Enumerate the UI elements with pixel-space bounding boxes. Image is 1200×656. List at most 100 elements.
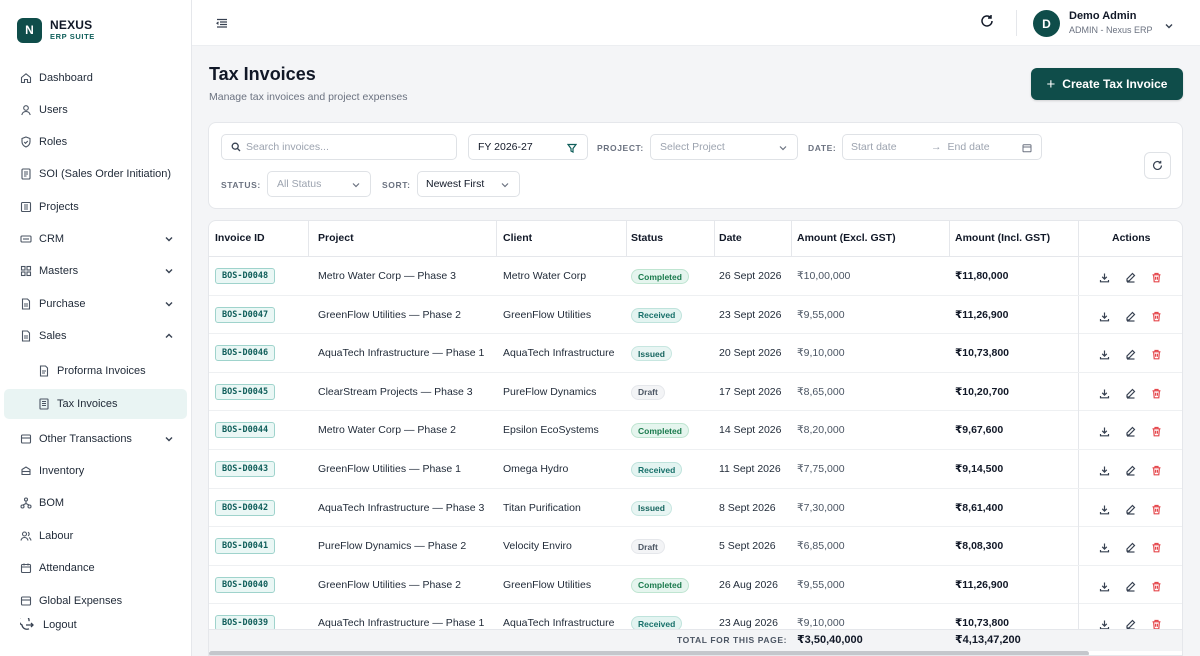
edit-icon[interactable] (1125, 540, 1136, 553)
sidebar-item-soi[interactable]: SOI (Sales Order Initiation) (0, 160, 191, 188)
sidebar-item-roles[interactable]: Roles (0, 128, 191, 156)
table-row[interactable]: BOS-D0047 GreenFlow Utilities — Phase 2 Gr… (209, 295, 1182, 335)
table-row[interactable]: BOS-D0039 AquaTech Infrastructure — Phase… (209, 604, 1182, 643)
horizontal-scrollbar[interactable] (209, 651, 1089, 655)
column-header[interactable]: Status (631, 232, 664, 244)
invoice-id-chip[interactable]: BOS-D0045 (215, 383, 276, 400)
start-date-placeholder[interactable]: Start date (851, 141, 897, 153)
edit-icon[interactable] (1125, 617, 1136, 630)
reset-filters-button[interactable] (1144, 152, 1171, 179)
create-tax-invoice-button[interactable]: + Create Tax Invoice (1031, 68, 1183, 100)
sidebar-item-bom[interactable]: BOM (0, 489, 191, 517)
sidebar-item-projects[interactable]: Projects (0, 193, 191, 221)
fiscal-year-select[interactable]: FY 2026-27 (468, 134, 588, 160)
delete-icon[interactable] (1151, 424, 1162, 437)
edit-icon[interactable] (1125, 502, 1136, 515)
invoice-id-chip[interactable]: BOS-D0046 (215, 345, 276, 362)
sidebar-item-attendance[interactable]: Attendance (0, 554, 191, 582)
sidebar-item-purchase[interactable]: Purchase (0, 290, 191, 318)
download-icon[interactable] (1099, 424, 1110, 437)
menu-toggle-icon[interactable] (216, 16, 228, 28)
search-input[interactable]: Search invoices... (221, 134, 457, 160)
delete-icon[interactable] (1151, 579, 1162, 592)
edit-icon[interactable] (1125, 579, 1136, 592)
amount-incl-gst-cell: ₹11,26,900 (955, 308, 1009, 321)
column-header[interactable]: Client (503, 232, 533, 244)
delete-icon[interactable] (1151, 540, 1162, 553)
invoice-id-chip[interactable]: BOS-D0047 (215, 306, 276, 323)
column-header[interactable]: Amount (Excl. GST) (797, 232, 896, 244)
sidebar-item-proforma-invoices[interactable]: Proforma Invoices (0, 357, 191, 385)
column-header[interactable]: Date (719, 232, 742, 244)
sidebar-item-dashboard[interactable]: Dashboard (0, 64, 191, 92)
invoice-id-chip[interactable]: BOS-D0040 (215, 576, 276, 593)
download-icon[interactable] (1099, 309, 1110, 321)
edit-icon[interactable] (1125, 270, 1136, 283)
table-row[interactable]: BOS-D0045 ClearStream Projects — Phase 3 P… (209, 372, 1182, 412)
download-icon[interactable] (1099, 540, 1110, 553)
sidebar-item-tax-invoices[interactable]: Tax Invoices (4, 389, 187, 419)
invoice-id-chip[interactable]: BOS-D0048 (215, 268, 276, 284)
date-cell: 26 Aug 2026 (719, 578, 778, 591)
table-row[interactable]: BOS-D0046 AquaTech Infrastructure — Phase… (209, 334, 1182, 373)
delete-icon[interactable] (1151, 386, 1162, 399)
sidebar-item-labour[interactable]: Labour (0, 522, 191, 550)
end-date-placeholder[interactable]: End date (947, 141, 990, 153)
delete-icon[interactable] (1151, 502, 1162, 514)
column-header[interactable]: Project (318, 232, 354, 244)
delete-icon[interactable] (1151, 309, 1162, 321)
column-header[interactable]: Amount (Incl. GST) (955, 232, 1051, 244)
document-icon (20, 298, 32, 310)
chevron-down-icon[interactable] (1164, 18, 1174, 29)
sidebar-item-users[interactable]: Users (0, 96, 191, 124)
download-icon[interactable] (1099, 502, 1110, 514)
avatar[interactable]: D (1033, 10, 1060, 37)
delete-icon[interactable] (1151, 347, 1162, 360)
table-row[interactable]: BOS-D0043 GreenFlow Utilities — Phase 1 Om… (209, 450, 1182, 489)
table-row[interactable]: BOS-D0040 GreenFlow Utilities — Phase 2 Gr… (209, 565, 1182, 605)
download-icon[interactable] (1099, 463, 1110, 476)
sort-select[interactable]: Newest First (417, 171, 520, 197)
delete-icon[interactable] (1151, 463, 1162, 476)
user-name[interactable]: Demo Admin (1069, 10, 1137, 22)
sidebar-item-masters[interactable]: Masters (0, 257, 191, 285)
column-header[interactable]: Invoice ID (215, 232, 265, 244)
sidebar-item-inventory[interactable]: Inventory (0, 457, 191, 485)
invoice-id-chip[interactable]: BOS-D0044 (215, 422, 276, 439)
invoice-id-chip[interactable]: BOS-D0042 (215, 499, 276, 516)
table-row[interactable]: BOS-D0048 Metro Water Corp — Phase 3 Metro… (209, 257, 1182, 296)
sidebar-item-sales[interactable]: Sales (0, 322, 191, 350)
table-row[interactable]: BOS-D0041 PureFlow Dynamics — Phase 2 Velo… (209, 527, 1182, 566)
brand[interactable]: N NEXUS ERP SUITE (0, 0, 191, 60)
date-range-picker[interactable]: Start date → End date (842, 134, 1042, 160)
download-icon[interactable] (1099, 579, 1110, 592)
edit-icon[interactable] (1125, 347, 1136, 360)
sort-label: SORT: (382, 180, 411, 190)
project-cell: Metro Water Corp — Phase 2 (318, 424, 456, 437)
download-icon[interactable] (1099, 347, 1110, 360)
delete-icon[interactable] (1151, 270, 1162, 283)
edit-icon[interactable] (1125, 386, 1136, 399)
download-icon[interactable] (1099, 617, 1110, 630)
edit-icon[interactable] (1125, 424, 1136, 437)
table-row[interactable]: BOS-D0044 Metro Water Corp — Phase 2 Epsil… (209, 411, 1182, 450)
download-icon[interactable] (1099, 270, 1110, 283)
status-select[interactable]: All Status (267, 171, 371, 197)
search-placeholder: Search invoices... (246, 141, 329, 153)
edit-icon[interactable] (1125, 309, 1136, 322)
amount-excl-gst-cell: ₹8,20,000 (797, 424, 845, 437)
refresh-icon (1152, 160, 1163, 171)
delete-icon[interactable] (1151, 617, 1162, 630)
invoice-id-chip[interactable]: BOS-D0043 (215, 461, 276, 477)
project-select[interactable]: Select Project (650, 134, 798, 160)
download-icon[interactable] (1099, 386, 1110, 399)
sidebar-item-global-expenses[interactable]: Global Expenses (0, 587, 191, 615)
client-cell: GreenFlow Utilities (503, 308, 592, 321)
sidebar-item-other-transactions[interactable]: Other Transactions (0, 425, 191, 453)
logout-button[interactable]: Logout (20, 618, 77, 632)
table-row[interactable]: BOS-D0042 AquaTech Infrastructure — Phase… (209, 488, 1182, 528)
edit-icon[interactable] (1125, 463, 1136, 476)
refresh-icon[interactable] (980, 14, 994, 28)
invoice-id-chip[interactable]: BOS-D0041 (215, 538, 276, 555)
sidebar-item-crm[interactable]: CRM (0, 225, 191, 253)
